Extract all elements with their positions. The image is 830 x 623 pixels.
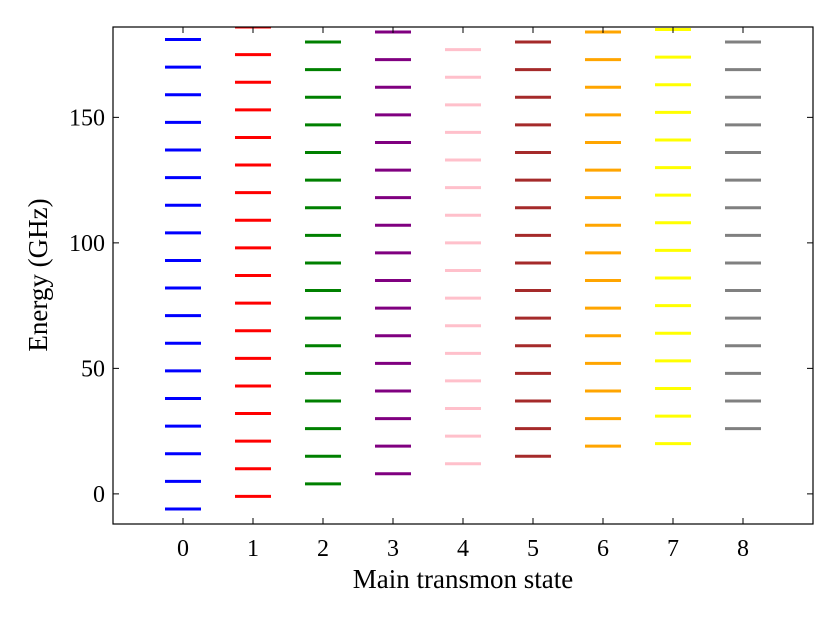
y-tick-label-100: 100: [69, 231, 105, 257]
x-axis: 0 1 2 3 4 5 6 7 8: [177, 27, 749, 562]
energy-levels-layer: [165, 27, 761, 511]
y-tick-label-50: 50: [81, 356, 105, 382]
x-axis-label: Main transmon state: [353, 564, 573, 594]
x-tick-label-6: 6: [597, 536, 609, 562]
plot-area-frame: [112, 26, 814, 525]
x-tick-label-0: 0: [177, 536, 189, 562]
x-tick-label-5: 5: [527, 536, 539, 562]
y-axis-label: Energy (GHz): [23, 198, 53, 351]
y-axis: 0 50 100 150: [69, 105, 813, 508]
x-tick-label-3: 3: [387, 536, 399, 562]
y-tick-label-0: 0: [93, 482, 105, 508]
y-tick-label-150: 150: [69, 105, 105, 131]
x-tick-label-8: 8: [737, 536, 749, 562]
x-tick-label-1: 1: [247, 536, 259, 562]
x-tick-label-7: 7: [667, 536, 679, 562]
x-tick-label-2: 2: [317, 536, 329, 562]
x-tick-label-4: 4: [457, 536, 469, 562]
